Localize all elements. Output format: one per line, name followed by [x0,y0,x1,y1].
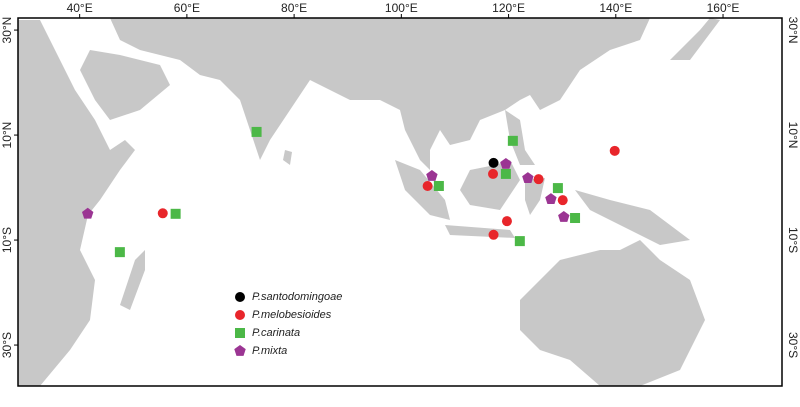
x-tick-label: 160°E [707,1,740,15]
point [170,208,181,219]
legend-label: P.carinata [252,327,300,339]
x-tick-label: 80°E [281,1,307,15]
point [501,216,512,227]
point [500,168,511,179]
point [500,157,512,169]
point [488,229,499,240]
point [533,174,544,185]
y-tick-label: 10°S [0,227,14,253]
point [514,236,525,247]
x-tick-label: 140°E [599,1,632,15]
point [251,126,262,137]
legend-marker [235,310,245,320]
point [522,172,534,183]
x-tick-label: 60°E [174,1,200,15]
legend-label: P.melobesioides [252,309,332,321]
y-tick-label: 30°S [0,332,14,358]
y-tick-label-right: 10°N [786,122,800,149]
x-tick-label: 100°E [385,1,418,15]
y-tick-label: 10°N [0,122,14,149]
y-tick-label-right: 30°N [786,17,800,44]
y-tick-label-right: 30°S [786,332,800,358]
x-tick-label: 120°E [492,1,525,15]
legend-marker [234,345,246,356]
point [609,145,620,156]
point [81,207,94,219]
legend-label: P.mixta [252,345,287,357]
y-tick-label-right: 10°S [786,227,800,253]
land [18,18,720,386]
point [507,135,518,146]
point [488,157,499,168]
point [545,193,557,204]
frame [17,17,783,387]
point [570,213,581,224]
legend-marker [235,292,245,302]
point [114,247,125,258]
point [488,168,499,179]
y-tick-label: 30°N [0,17,14,44]
point [557,195,568,206]
legend-marker [235,328,245,338]
point [552,183,563,194]
point [426,170,438,181]
point [157,208,168,219]
x-tick-label: 40°E [67,1,93,15]
legend-label: P.santodomingoae [252,291,342,303]
point [422,180,433,191]
point [558,210,570,222]
point [433,180,444,191]
